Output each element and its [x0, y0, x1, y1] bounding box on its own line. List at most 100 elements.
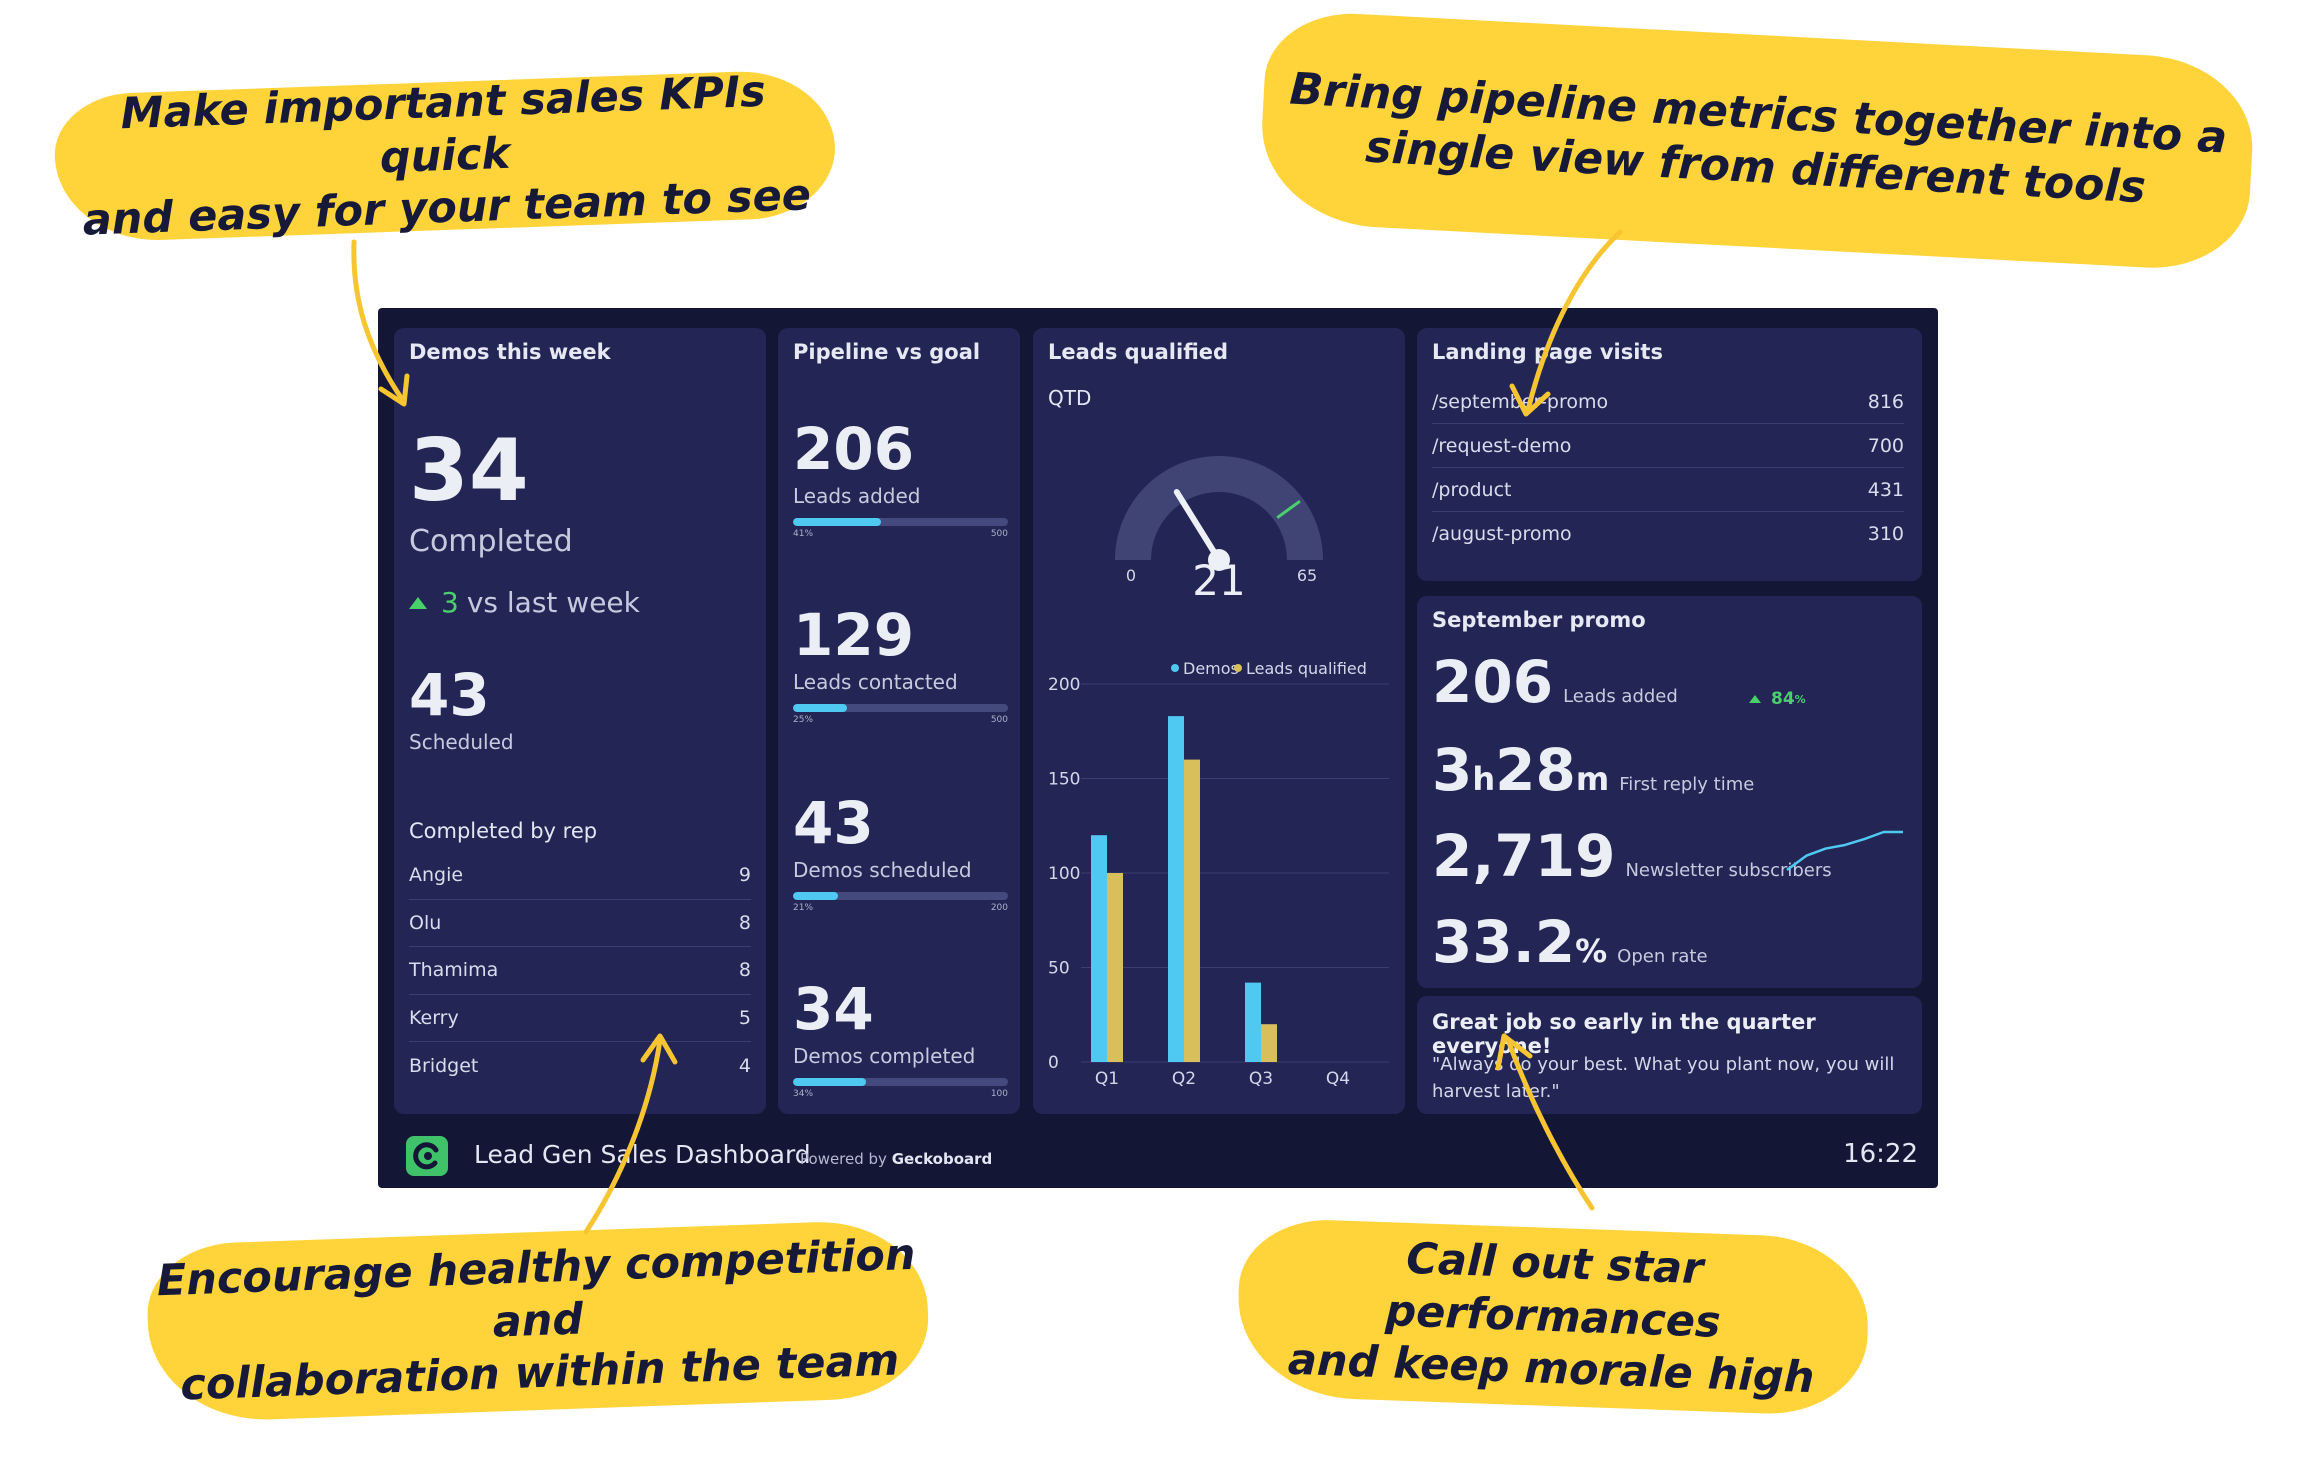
- geckoboard-logo-icon: [406, 1136, 448, 1176]
- rep-count: 5: [738, 1006, 751, 1029]
- demos-delta: 3 vs last week: [409, 586, 640, 619]
- rep-name: Angie: [409, 864, 464, 887]
- goal-target: 500: [990, 715, 1008, 725]
- reps-title: Completed by rep: [409, 819, 598, 843]
- demos-title: Demos this week: [409, 340, 611, 364]
- goal-label: Leads added: [793, 484, 921, 508]
- rep-row: Bridget 4: [409, 1042, 751, 1090]
- promo-leads-pct-unit: %: [1794, 692, 1806, 706]
- promo-leads: 206 Leads added: [1432, 648, 1678, 716]
- rep-name: Bridget: [409, 1054, 479, 1077]
- legend-label: Leads qualified: [1246, 659, 1367, 678]
- visit-path: /august-promo: [1432, 523, 1572, 545]
- chart-bar-demos: [1168, 716, 1184, 1062]
- callout-morale: Call out star performances and keep mora…: [1235, 1217, 1871, 1417]
- rep-row: Olu 8: [409, 900, 751, 947]
- subscribers-sparkline: [1786, 830, 1903, 872]
- demos-widget: Demos this week 34 Completed 3 vs last w…: [394, 328, 766, 1114]
- chart-y-tick: 50: [1048, 959, 1070, 979]
- goal-progress-fill: [793, 892, 839, 900]
- rep-name: Kerry: [409, 1006, 459, 1029]
- rep-row: Angie 9: [409, 852, 751, 900]
- rep-name: Thamima: [409, 959, 499, 982]
- demos-completed-label: Completed: [409, 524, 573, 559]
- trend-up-icon: [1749, 695, 1761, 703]
- chart-bar-demos: [1091, 835, 1107, 1062]
- rep-name: Olu: [409, 911, 442, 934]
- pipeline-widget: Pipeline vs goal 206 Leads added 41% 500 …: [778, 328, 1020, 1114]
- powered-prefix: Powered by: [800, 1150, 887, 1168]
- goal-percent: 21%: [793, 903, 814, 913]
- gauge-target-marker: [1276, 500, 1301, 519]
- goal-percent: 34%: [793, 1089, 814, 1099]
- promo-reply-time: 3 h 28 m First reply time: [1432, 736, 1754, 804]
- goal-percent: 25%: [793, 715, 814, 725]
- clock: 16:22: [1843, 1139, 1918, 1169]
- goal-progress-bar: [793, 704, 1008, 712]
- promo-leads-label: Leads added: [1563, 686, 1678, 707]
- visits-list: /september-promo 816 /request-demo 700 /pr…: [1432, 380, 1904, 556]
- demos-delta-value: 3: [441, 586, 459, 619]
- chart-bar-demos: [1245, 982, 1261, 1062]
- demos-completed-value: 34: [409, 421, 529, 521]
- leads-title: Leads qualified: [1048, 340, 1229, 364]
- callout-competition: Encourage healthy competition and collab…: [145, 1218, 931, 1424]
- chart-x-tick: Q4: [1326, 1069, 1350, 1089]
- promo-title: September promo: [1432, 608, 1646, 632]
- goal-percent: 41%: [793, 529, 814, 539]
- rep-row: Thamima 8: [409, 947, 751, 995]
- goal-leads-contacted: 129 Leads contacted 25% 500: [793, 606, 1008, 725]
- chart-bar-leads-qualified: [1184, 759, 1200, 1062]
- leads-subtitle: QTD: [1048, 386, 1092, 410]
- callout-kpis: Make important sales KPIs quick and easy…: [52, 67, 838, 246]
- goal-target: 200: [990, 903, 1008, 913]
- open-rate-label: Open rate: [1617, 946, 1708, 967]
- goal-value: 43: [793, 789, 874, 857]
- rep-count: 8: [738, 911, 751, 934]
- goal-value: 34: [793, 975, 874, 1043]
- visit-row: /request-demo 700: [1432, 424, 1904, 468]
- visit-count: 700: [1867, 434, 1904, 457]
- visit-path: /september-promo: [1432, 390, 1609, 413]
- reply-label: First reply time: [1619, 774, 1755, 795]
- goal-label: Leads contacted: [793, 670, 958, 694]
- reply-hours: 3: [1432, 736, 1473, 804]
- promo-widget: September promo 206 Leads added 84 % 3 h…: [1417, 596, 1922, 988]
- dashboard: Demos this week 34 Completed 3 vs last w…: [378, 308, 1938, 1188]
- visit-count: 431: [1867, 478, 1904, 501]
- sparkline-path: [1786, 830, 1903, 872]
- powered-brand: Geckoboard: [891, 1150, 993, 1168]
- chart-x-tick: Q2: [1172, 1069, 1196, 1089]
- visits-title: Landing page visits: [1432, 340, 1663, 364]
- pipeline-title: Pipeline vs goal: [793, 340, 981, 364]
- reply-minutes: 28: [1495, 736, 1576, 804]
- promo-leads-change: 84 %: [1749, 689, 1806, 709]
- legend-swatch: [1234, 664, 1242, 672]
- visit-path: /request-demo: [1432, 434, 1572, 457]
- goal-demos-completed: 34 Demos completed 34% 100: [793, 980, 1008, 1099]
- goal-label: Demos completed: [793, 1044, 976, 1068]
- reps-list: Angie 9 Olu 8 Thamima 8 Kerry 5 Bridget 4: [409, 852, 751, 1090]
- visits-widget: Landing page visits /september-promo 816 …: [1417, 328, 1922, 581]
- dashboard-footer: Lead Gen Sales Dashboard Powered by Geck…: [378, 1126, 1938, 1186]
- goal-value: 129: [793, 601, 915, 669]
- chart-y-tick: 100: [1048, 864, 1080, 884]
- gauge-hub: [1208, 549, 1230, 571]
- leads-bar-chart: 0 50 100 150 200 Q1 Q2 Q3 Q4 Demos Leads qualifi…: [1048, 659, 1389, 1089]
- goal-target: 500: [990, 529, 1008, 539]
- visit-row: /product 431: [1432, 468, 1904, 512]
- chart-x-tick: Q1: [1095, 1069, 1119, 1089]
- chart-y-tick: 0: [1048, 1053, 1059, 1073]
- goal-progress-bar: [793, 1078, 1008, 1086]
- demos-scheduled-value: 43: [409, 661, 490, 729]
- powered-by: Powered by Geckoboard: [800, 1150, 992, 1168]
- promo-open-rate: 33.2 % Open rate: [1432, 908, 1708, 976]
- visit-count: 310: [1867, 523, 1904, 545]
- goal-demos-scheduled: 43 Demos scheduled 21% 200: [793, 794, 1008, 913]
- goal-progress-fill: [793, 704, 847, 712]
- goal-progress-bar: [793, 892, 1008, 900]
- gauge-max-label: 65: [1297, 566, 1317, 585]
- goal-progress-fill: [793, 518, 882, 526]
- subscribers-label: Newsletter subscribers: [1625, 860, 1832, 881]
- promo-subscribers: 2,719 Newsletter subscribers: [1432, 822, 1832, 890]
